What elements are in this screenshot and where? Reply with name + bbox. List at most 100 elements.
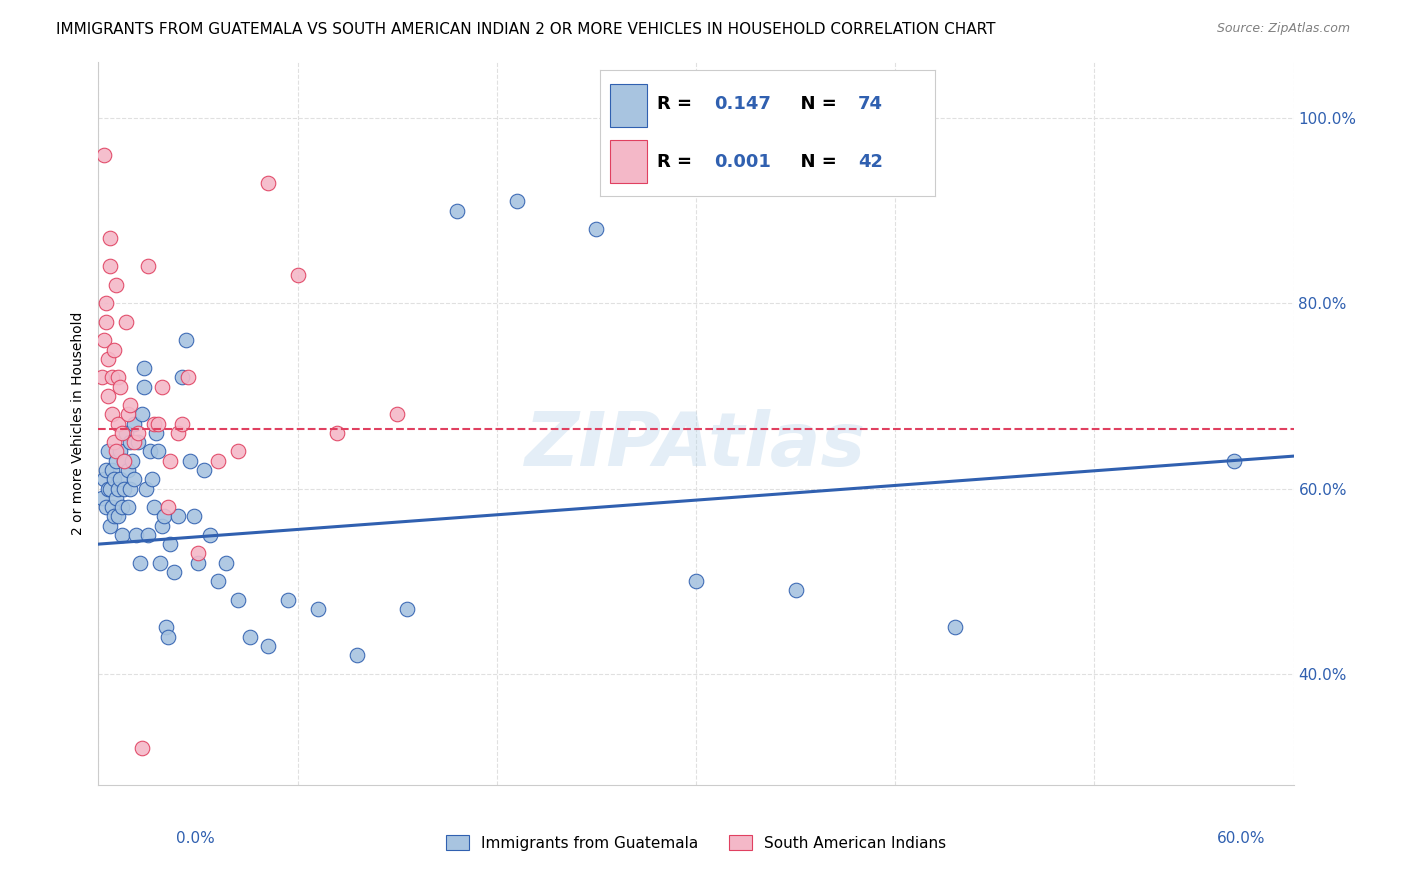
Point: [134, 361, 156, 376]
Point: [121, 454, 143, 468]
Point: [120, 435, 142, 450]
Point: [159, 537, 181, 551]
Point: [96, 463, 118, 477]
Point: [105, 277, 128, 292]
Point: [112, 482, 135, 496]
Point: [207, 574, 229, 589]
Point: [117, 408, 139, 422]
Point: [785, 583, 807, 598]
Point: [98, 259, 122, 273]
Point: [112, 454, 135, 468]
Point: [239, 630, 262, 644]
Point: [506, 194, 529, 209]
Point: [129, 556, 152, 570]
Point: [167, 425, 190, 440]
Point: [585, 222, 607, 236]
Point: [117, 500, 139, 514]
Text: 60.0%: 60.0%: [1218, 831, 1265, 846]
Point: [110, 472, 132, 486]
Point: [256, 176, 278, 190]
Point: [105, 444, 128, 458]
Point: [134, 379, 156, 393]
Point: [326, 425, 349, 440]
Point: [115, 315, 138, 329]
Point: [115, 425, 138, 440]
Point: [93, 334, 115, 348]
Text: IMMIGRANTS FROM GUATEMALA VS SOUTH AMERICAN INDIAN 2 OR MORE VEHICLES IN HOUSEHO: IMMIGRANTS FROM GUATEMALA VS SOUTH AMERI…: [56, 22, 995, 37]
Point: [101, 463, 124, 477]
Point: [96, 296, 118, 310]
Point: [111, 500, 134, 514]
Point: [226, 444, 249, 458]
Point: [103, 472, 125, 486]
Text: ZIPAtlas: ZIPAtlas: [526, 409, 866, 482]
Point: [125, 528, 148, 542]
Point: [1223, 454, 1246, 468]
Point: [97, 482, 120, 496]
Point: [167, 509, 190, 524]
Point: [101, 408, 124, 422]
Point: [97, 351, 120, 366]
Point: [103, 343, 125, 357]
Point: [685, 574, 707, 589]
Point: [98, 231, 122, 245]
Point: [131, 740, 153, 755]
Point: [135, 482, 157, 496]
Point: [396, 602, 419, 616]
Point: [124, 472, 146, 486]
Point: [207, 454, 229, 468]
Point: [155, 620, 177, 634]
Point: [145, 425, 167, 440]
Point: [141, 472, 163, 486]
Point: [139, 444, 162, 458]
Point: [193, 463, 215, 477]
Point: [148, 444, 170, 458]
Point: [91, 370, 114, 384]
Point: [277, 592, 299, 607]
Point: [187, 546, 209, 560]
Point: [307, 602, 329, 616]
Point: [98, 518, 122, 533]
Point: [107, 370, 129, 384]
Point: [385, 408, 409, 422]
Point: [107, 417, 129, 431]
Point: [93, 148, 115, 162]
Point: [136, 528, 159, 542]
Point: [136, 259, 159, 273]
Point: [172, 370, 194, 384]
Point: [117, 463, 139, 477]
Point: [153, 509, 176, 524]
Point: [111, 425, 134, 440]
Point: [215, 556, 238, 570]
Point: [111, 528, 134, 542]
Point: [101, 500, 124, 514]
Point: [157, 630, 180, 644]
Point: [110, 379, 132, 393]
Point: [143, 500, 166, 514]
Point: [163, 565, 186, 579]
Point: [174, 334, 197, 348]
Point: [159, 454, 181, 468]
Point: [183, 509, 205, 524]
Point: [127, 425, 149, 440]
Point: [110, 444, 132, 458]
Point: [98, 482, 122, 496]
Point: [143, 417, 166, 431]
Point: [148, 417, 170, 431]
Point: [157, 500, 180, 514]
Point: [97, 444, 120, 458]
Point: [179, 454, 201, 468]
Point: [127, 435, 149, 450]
Point: [172, 417, 194, 431]
Point: [93, 472, 115, 486]
Point: [96, 500, 118, 514]
Point: [124, 417, 146, 431]
Point: [120, 482, 142, 496]
Point: [107, 509, 129, 524]
Point: [103, 509, 125, 524]
Point: [177, 370, 200, 384]
Point: [96, 315, 118, 329]
Point: [105, 454, 128, 468]
Point: [150, 379, 173, 393]
Legend: Immigrants from Guatemala, South American Indians: Immigrants from Guatemala, South America…: [440, 829, 952, 857]
